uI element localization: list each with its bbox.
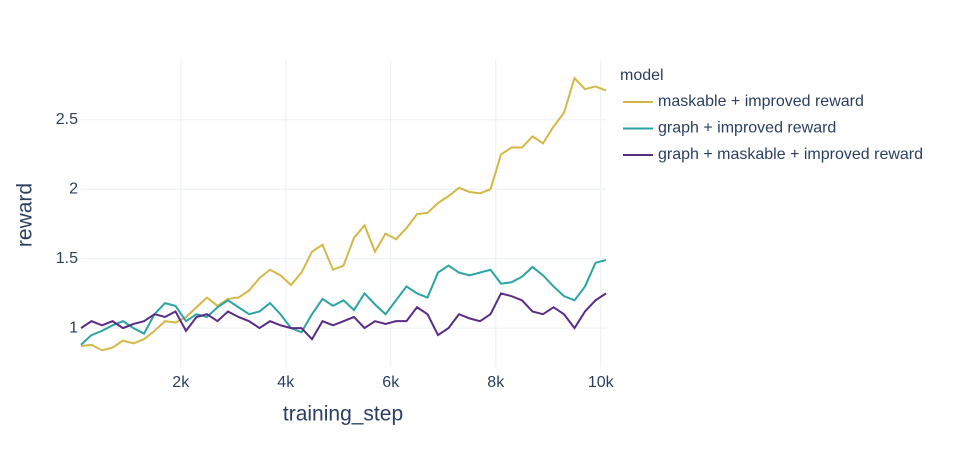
x-tick-label: 2k [172, 374, 190, 391]
x-tick-label: 6k [382, 374, 400, 391]
legend-label: maskable + improved reward [658, 93, 864, 110]
legend-title: model [620, 67, 664, 84]
y-axis-title: reward [14, 183, 37, 247]
line [80, 259, 607, 346]
x-axis-title: training_step [283, 403, 403, 426]
y-tick-label: 2 [69, 180, 78, 197]
y-tick-label: 2.5 [56, 111, 78, 128]
x-tick-label: 4k [277, 374, 295, 391]
legend-label: graph + improved reward [658, 120, 836, 137]
x-tick-label: 10k [588, 374, 615, 391]
y-tick-label: 1.5 [56, 250, 78, 267]
line [80, 76, 607, 352]
x-tick-label: 8k [487, 374, 505, 391]
legend-label: graph + maskable + improved reward [658, 146, 923, 163]
y-tick-label: 1 [69, 319, 78, 336]
line [80, 292, 607, 341]
